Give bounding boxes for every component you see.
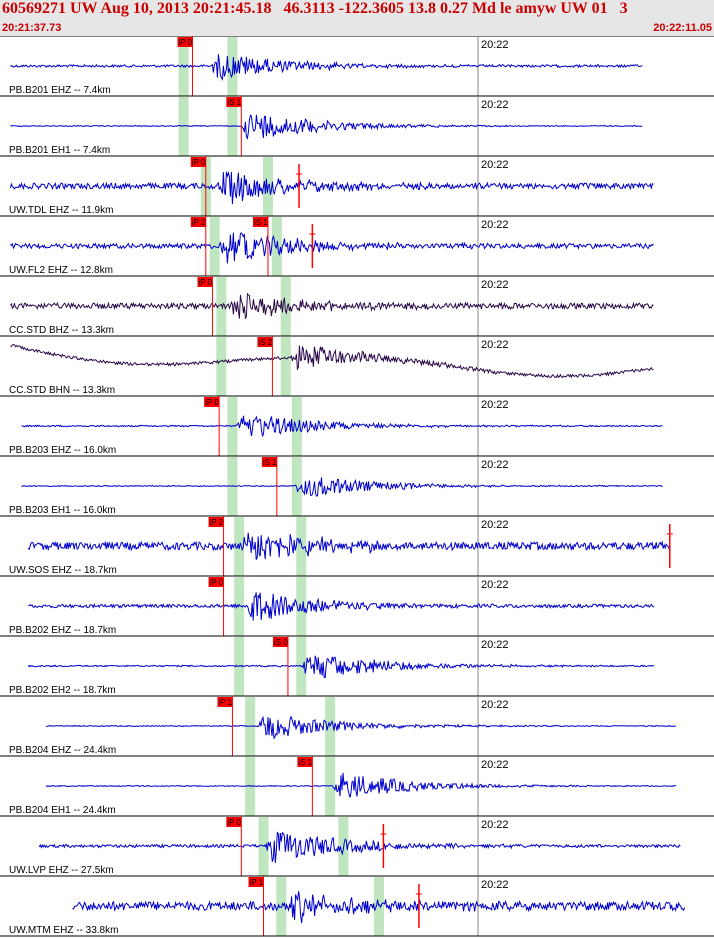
analysis-window bbox=[178, 97, 189, 156]
waveform-trace bbox=[10, 344, 654, 379]
pick-flag[interactable] bbox=[252, 217, 268, 227]
station-label: PB.B204 EH1 -- 24.4km bbox=[9, 805, 116, 816]
minute-label: 20:22 bbox=[481, 759, 509, 771]
waveform-trace bbox=[28, 592, 655, 621]
analysis-window bbox=[216, 277, 227, 336]
pick-label: iP 1 bbox=[218, 698, 232, 707]
minute-label: 20:22 bbox=[481, 819, 509, 831]
station-label: UW.LVP EHZ -- 27.5km bbox=[9, 865, 114, 876]
waveform-trace bbox=[38, 831, 681, 863]
pick-label: iS 1 bbox=[254, 218, 268, 227]
analysis-window bbox=[373, 877, 384, 936]
minute-label: 20:22 bbox=[481, 699, 509, 711]
minute-label: 20:22 bbox=[481, 519, 509, 531]
station-label: UW.MTM EHZ -- 33.8km bbox=[9, 925, 118, 936]
pick-flag[interactable] bbox=[190, 217, 206, 227]
waveform-trace bbox=[10, 54, 643, 82]
pick-flag[interactable] bbox=[297, 757, 313, 767]
minute-label: 20:22 bbox=[481, 579, 509, 591]
waveform-trace bbox=[9, 171, 654, 205]
pick-label: iP 0 bbox=[210, 578, 224, 587]
time-end-label: 20:22:11.05 bbox=[653, 22, 712, 34]
waveform-trace bbox=[72, 891, 686, 923]
minute-label: 20:22 bbox=[481, 39, 509, 51]
waveform-trace bbox=[10, 114, 643, 140]
station-label: PB.B201 EH1 -- 7.4km bbox=[9, 145, 110, 156]
minute-label: 20:22 bbox=[481, 279, 509, 291]
analysis-window bbox=[216, 337, 227, 396]
analysis-window bbox=[291, 397, 302, 456]
minute-label: 20:22 bbox=[481, 399, 509, 411]
minute-label: 20:22 bbox=[481, 159, 509, 171]
waveform-trace bbox=[21, 477, 663, 497]
analysis-window bbox=[258, 817, 269, 876]
pick-flag[interactable] bbox=[197, 277, 213, 287]
waveform-trace bbox=[27, 532, 670, 560]
event-header: 60569271 UW Aug 10, 2013 20:21:45.18 46.… bbox=[0, 0, 714, 36]
pick-label: iP 0 bbox=[178, 38, 192, 47]
minute-label: 20:22 bbox=[481, 99, 509, 111]
pick-flag[interactable] bbox=[226, 97, 242, 107]
waveform-trace bbox=[45, 772, 677, 798]
pick-label: iP 0 bbox=[227, 818, 241, 827]
analysis-window bbox=[296, 577, 307, 636]
station-label: UW.TDL EHZ -- 11.9km bbox=[9, 205, 113, 216]
pick-flag[interactable] bbox=[272, 637, 288, 647]
station-label: PB.B202 EHZ -- 18.7km bbox=[9, 625, 116, 636]
waveform-trace bbox=[27, 655, 655, 679]
pick-label: iP 2 bbox=[192, 218, 206, 227]
pick-flag[interactable] bbox=[257, 337, 273, 347]
pick-label: iP 1 bbox=[250, 878, 264, 887]
waveform-trace bbox=[10, 232, 654, 264]
pick-flag[interactable] bbox=[226, 817, 242, 827]
analysis-window bbox=[276, 877, 287, 936]
station-label: PB.B203 EHZ -- 16.0km bbox=[9, 445, 116, 456]
waveform-trace bbox=[21, 415, 663, 438]
waveform-trace bbox=[45, 715, 677, 740]
station-label: UW.FL2 EHZ -- 12.8km bbox=[9, 265, 113, 276]
pick-label: iS 1 bbox=[227, 98, 241, 107]
station-label: PB.B201 EHZ -- 7.4km bbox=[9, 85, 111, 96]
station-label: CC.STD BHN -- 13.3km bbox=[9, 385, 115, 396]
analysis-window bbox=[325, 757, 336, 816]
pick-flag[interactable] bbox=[177, 37, 193, 47]
minute-label: 20:22 bbox=[481, 459, 509, 471]
pick-label: iP 2 bbox=[210, 518, 224, 527]
station-label: UW.SOS EHZ -- 18.7km bbox=[9, 565, 117, 576]
station-label: PB.B204 EHZ -- 24.4km bbox=[9, 745, 116, 756]
pick-label: iP 0 bbox=[192, 158, 206, 167]
analysis-window bbox=[280, 277, 291, 336]
pick-label: iS 2 bbox=[258, 338, 272, 347]
analysis-window bbox=[234, 637, 245, 696]
station-label: PB.B202 EH2 -- 18.7km bbox=[9, 685, 116, 696]
analysis-window bbox=[227, 457, 238, 516]
analysis-window bbox=[280, 337, 291, 396]
pick-flag[interactable] bbox=[208, 577, 224, 587]
waveform-trace bbox=[9, 292, 654, 319]
pick-label: iS 1 bbox=[298, 758, 312, 767]
station-label: PB.B203 EH1 -- 16.0km bbox=[9, 505, 116, 516]
minute-label: 20:22 bbox=[481, 879, 509, 891]
pick-label: iS 0 bbox=[274, 638, 288, 647]
pick-flag[interactable] bbox=[217, 697, 233, 707]
station-label: CC.STD BHZ -- 13.3km bbox=[9, 325, 114, 336]
seismogram-panel[interactable]: 20:22 iP 0 PB.B201 EHZ -- 7.4km 20:22 iS 1 PB… bbox=[0, 36, 714, 938]
pick-flag[interactable] bbox=[204, 397, 220, 407]
analysis-window bbox=[296, 517, 307, 576]
analysis-window bbox=[227, 97, 238, 156]
minute-label: 20:22 bbox=[481, 219, 509, 231]
pick-flag[interactable] bbox=[248, 877, 264, 887]
pick-flag[interactable] bbox=[208, 517, 224, 527]
pick-flag[interactable] bbox=[261, 457, 277, 467]
pick-label: iP 0 bbox=[205, 398, 219, 407]
minute-label: 20:22 bbox=[481, 639, 509, 651]
analysis-window bbox=[234, 577, 245, 636]
pick-flag[interactable] bbox=[190, 157, 206, 167]
pick-label: iP 0 bbox=[198, 278, 212, 287]
time-start-label: 20:21:37.73 bbox=[2, 22, 62, 34]
event-title: 60569271 UW Aug 10, 2013 20:21:45.18 46.… bbox=[2, 0, 628, 17]
pick-label: iS 1 bbox=[263, 458, 277, 467]
minute-label: 20:22 bbox=[481, 339, 509, 351]
